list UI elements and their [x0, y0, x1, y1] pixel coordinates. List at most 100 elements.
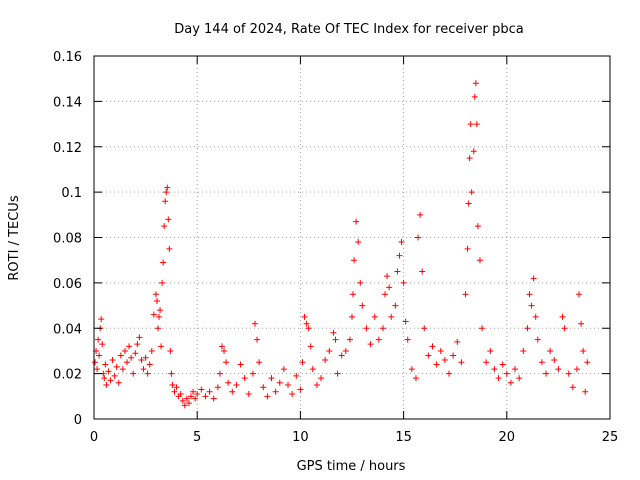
chart-title: Day 144 of 2024, Rate Of TEC Index for r…: [174, 22, 524, 37]
data-point: [392, 302, 399, 309]
data-point: [272, 388, 279, 395]
data-point: [94, 366, 101, 373]
data-point: [412, 375, 419, 382]
x-tick-label: 20: [499, 430, 516, 445]
data-point: [429, 343, 436, 350]
data-point: [154, 325, 161, 332]
y-tick-label: 0.06: [53, 277, 82, 292]
data-point: [96, 352, 103, 359]
data-point: [534, 336, 541, 343]
x-tick-label: 15: [395, 430, 412, 445]
data-point: [417, 211, 424, 218]
data-point: [350, 291, 357, 298]
data-point: [561, 325, 568, 332]
data-point: [92, 359, 99, 366]
data-point: [188, 393, 195, 400]
data-point: [119, 366, 126, 373]
data-point: [530, 275, 537, 282]
data-point: [425, 352, 432, 359]
data-point: [124, 359, 131, 366]
data-point: [313, 381, 320, 388]
data-point: [249, 370, 256, 377]
data-point: [402, 318, 409, 325]
data-point: [582, 388, 589, 395]
data-point: [103, 381, 110, 388]
data-point: [140, 366, 147, 373]
x-axis-label: GPS time / hours: [297, 459, 406, 474]
data-point: [194, 391, 201, 398]
data-point: [491, 366, 498, 373]
data-point: [578, 320, 585, 327]
y-tick-label: 0: [74, 413, 82, 428]
data-point: [183, 395, 190, 402]
data-point: [384, 273, 391, 280]
data-point: [218, 343, 225, 350]
data-point: [117, 352, 124, 359]
data-point: [437, 347, 444, 354]
data-point: [487, 347, 494, 354]
data-point: [499, 361, 506, 368]
data-point: [152, 291, 159, 298]
data-point: [472, 80, 479, 87]
grid-lines: [94, 56, 610, 419]
data-point: [359, 302, 366, 309]
x-tick-label: 10: [292, 430, 309, 445]
data-point: [468, 189, 475, 196]
data-point: [297, 386, 304, 393]
data-point: [109, 357, 116, 364]
data-point: [303, 320, 310, 327]
data-point: [164, 184, 171, 191]
data-point: [559, 313, 566, 320]
data-point: [166, 245, 173, 252]
data-point: [532, 313, 539, 320]
data-point: [576, 291, 583, 298]
data-point: [483, 359, 490, 366]
y-tick-label: 0.08: [53, 232, 82, 247]
data-point: [153, 298, 160, 305]
data-point: [466, 155, 473, 162]
data-point: [107, 377, 114, 384]
data-point: [299, 359, 306, 366]
data-point: [254, 336, 261, 343]
data-point: [305, 325, 312, 332]
data-point: [210, 395, 217, 402]
data-point: [162, 198, 169, 205]
data-point: [538, 359, 545, 366]
data-point: [206, 388, 213, 395]
data-point: [241, 375, 248, 382]
data-point: [169, 381, 176, 388]
data-point: [584, 359, 591, 366]
data-point: [342, 347, 349, 354]
data-point: [160, 259, 167, 266]
data-point: [421, 325, 428, 332]
data-point: [101, 375, 108, 382]
y-tick-label: 0.14: [53, 95, 82, 110]
data-point: [307, 343, 314, 350]
data-point: [503, 370, 510, 377]
data-point: [332, 336, 339, 343]
y-tick-label: 0.1: [61, 186, 82, 201]
data-point: [516, 375, 523, 382]
data-point: [130, 370, 137, 377]
y-tick-label: 0.04: [53, 322, 82, 337]
data-point: [454, 338, 461, 345]
axis-ticks: 0 5 10 15 20 25 0 0.02 0.04 0.06 0.08 0.1 0.12 0.14 0.…: [53, 50, 618, 445]
data-point: [192, 395, 199, 402]
data-point: [99, 341, 106, 348]
data-point: [138, 357, 145, 364]
data-point: [115, 379, 122, 386]
data-point: [148, 347, 155, 354]
data-point: [334, 370, 341, 377]
data-point: [547, 347, 554, 354]
data-point: [465, 200, 472, 207]
data-point: [473, 121, 480, 128]
data-point: [351, 257, 358, 264]
data-point: [198, 386, 205, 393]
data-point: [450, 352, 457, 359]
data-point: [470, 148, 477, 155]
data-point: [338, 352, 345, 359]
data-point: [102, 361, 109, 368]
data-point: [167, 347, 174, 354]
data-point: [144, 370, 151, 377]
